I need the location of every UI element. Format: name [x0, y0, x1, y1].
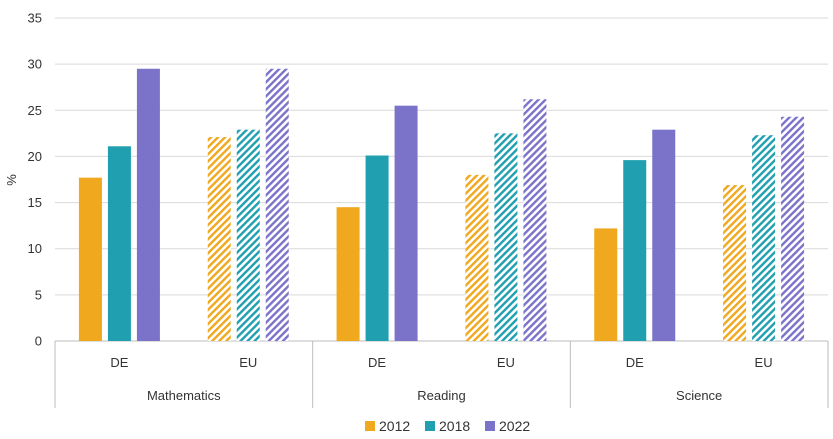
- y-tick-label: 10: [28, 241, 42, 256]
- bar-science-eu-2012: [723, 185, 747, 341]
- y-tick-label: 15: [28, 195, 42, 210]
- bar-science-eu-2022: [781, 116, 805, 341]
- y-tick-label: 30: [28, 57, 42, 72]
- bars: [78, 68, 805, 342]
- bar-reading-de-2022: [394, 105, 418, 342]
- category-label: EU: [497, 355, 515, 370]
- category-label: EU: [755, 355, 773, 370]
- y-tick-label: 0: [35, 334, 42, 349]
- y-tick-label: 25: [28, 103, 42, 118]
- bar-mathematics-eu-2022: [265, 68, 289, 341]
- legend-swatch-2012: [365, 421, 375, 431]
- gridlines: [55, 17, 828, 342]
- bar-mathematics-de-2018: [107, 146, 131, 341]
- y-tick-label: 20: [28, 149, 42, 164]
- bar-science-de-2018: [623, 160, 647, 341]
- y-axis: 0 5 10 15 20 25 30 35: [28, 11, 42, 349]
- bar-mathematics-eu-2012: [207, 137, 231, 341]
- bar-science-eu-2018: [752, 135, 776, 341]
- bar-reading-eu-2012: [465, 174, 489, 341]
- legend-label-2012: 2012: [379, 418, 410, 434]
- bar-reading-eu-2018: [494, 133, 518, 341]
- category-label: DE: [626, 355, 644, 370]
- bar-reading-de-2012: [336, 207, 360, 341]
- x-axis: DE EU Mathematics DE EU Reading DE EU Science: [54, 341, 829, 408]
- y-tick-label: 5: [35, 287, 42, 302]
- legend-label-2022: 2022: [499, 418, 530, 434]
- bar-science-de-2012: [594, 228, 618, 341]
- bar-mathematics-de-2022: [136, 68, 160, 341]
- y-axis-label: %: [4, 174, 19, 186]
- legend: 2012 2018 2022: [365, 418, 530, 434]
- bar-reading-eu-2022: [523, 99, 547, 341]
- bar-reading-de-2018: [365, 155, 389, 341]
- legend-swatch-2022: [485, 421, 495, 431]
- bar-science-de-2022: [652, 129, 676, 341]
- bar-mathematics-de-2012: [78, 177, 102, 341]
- legend-label-2018: 2018: [439, 418, 470, 434]
- legend-swatch-2018: [425, 421, 435, 431]
- bar-mathematics-eu-2018: [236, 129, 260, 341]
- category-label: DE: [368, 355, 386, 370]
- group-label: Science: [676, 388, 722, 403]
- y-tick-label: 35: [28, 11, 42, 26]
- group-label: Reading: [417, 388, 465, 403]
- category-label: DE: [110, 355, 128, 370]
- group-label: Mathematics: [147, 388, 221, 403]
- category-label: EU: [239, 355, 257, 370]
